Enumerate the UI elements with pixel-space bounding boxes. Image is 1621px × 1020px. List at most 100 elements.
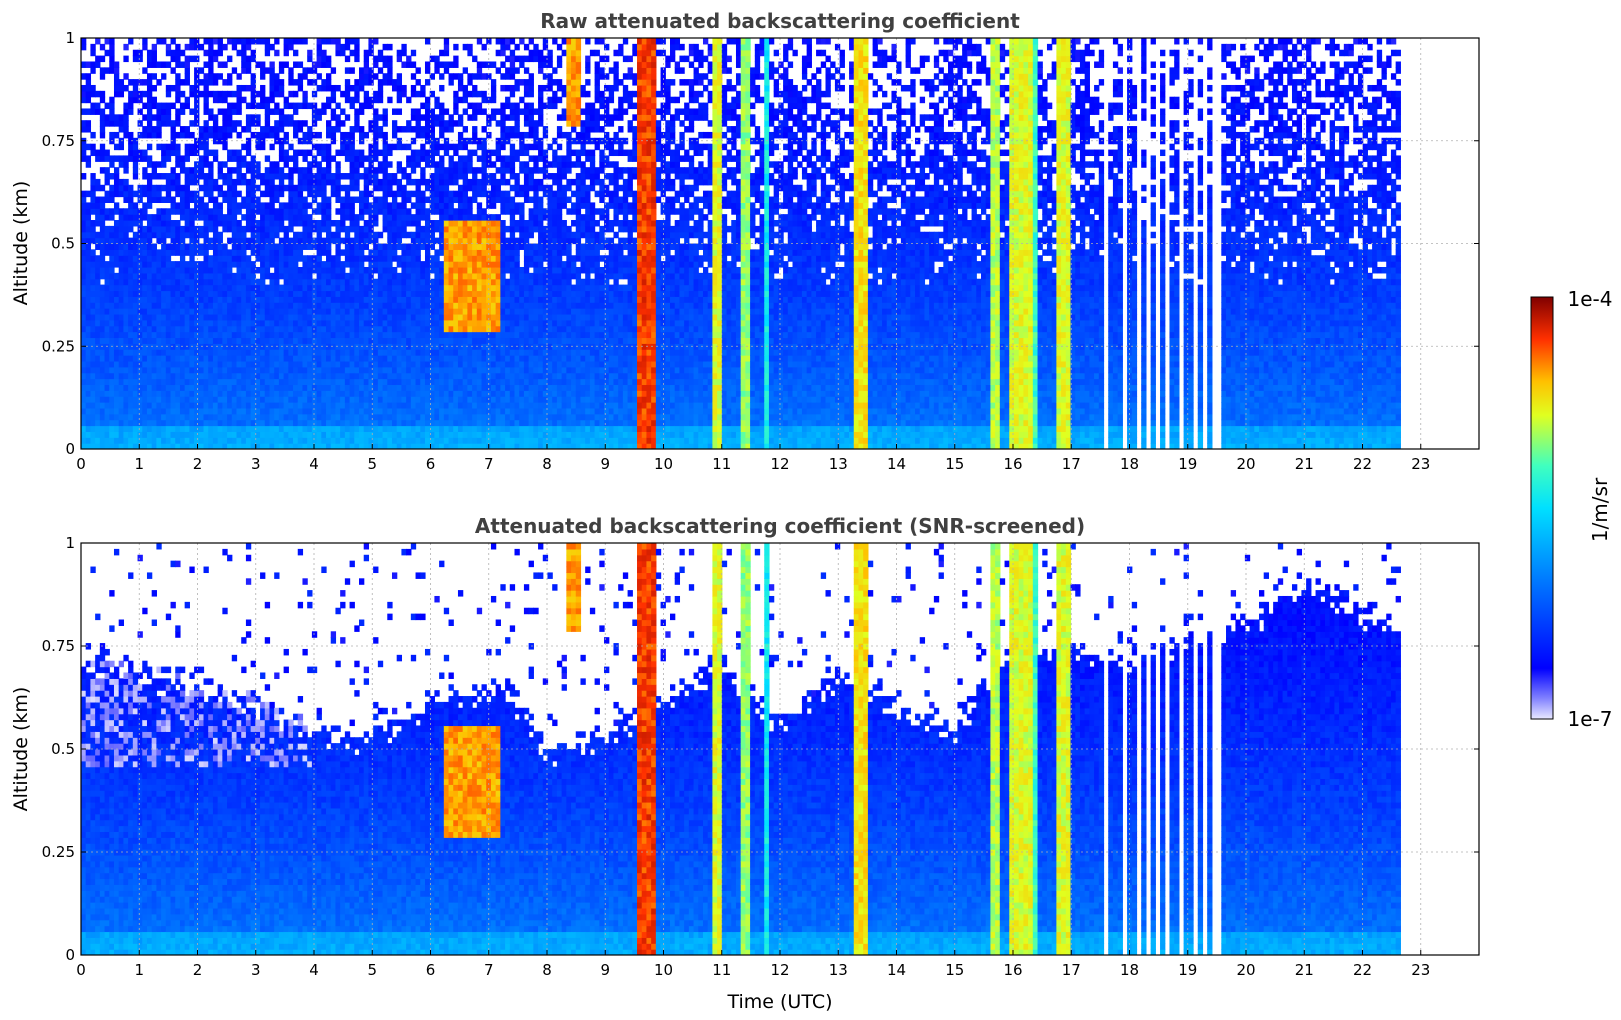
heatmap-cell	[297, 425, 304, 432]
heatmap-cell	[344, 337, 351, 344]
heatmap-cell	[462, 255, 468, 262]
heatmap-cell	[340, 325, 346, 333]
heatmap-cell	[151, 349, 157, 356]
heatmap-cell	[156, 272, 162, 280]
heatmap-cell	[179, 155, 186, 162]
heatmap-cell	[217, 349, 223, 356]
heatmap-cell	[85, 360, 92, 368]
heatmap-cell	[377, 319, 384, 327]
heatmap-cell	[363, 167, 370, 174]
heatmap-cell	[170, 137, 176, 145]
heatmap-cell	[194, 290, 200, 297]
heatmap-cell	[184, 402, 190, 409]
heatmap-cell	[161, 384, 167, 391]
heatmap-cell	[453, 214, 459, 221]
heatmap-cell	[340, 413, 346, 421]
heatmap-cell	[462, 319, 468, 327]
heatmap-cell	[194, 284, 200, 292]
heatmap-cell	[368, 360, 374, 368]
heatmap-cell	[297, 272, 304, 280]
heatmap-cell	[467, 349, 473, 356]
heatmap-cell	[368, 178, 374, 186]
heatmap-cell	[307, 214, 313, 221]
heatmap-cell	[321, 55, 327, 63]
heatmap-cell	[297, 396, 304, 403]
heatmap-cell	[373, 137, 379, 145]
heatmap-cell	[203, 249, 209, 256]
heatmap-cell	[429, 108, 435, 115]
heatmap-cell	[161, 38, 167, 45]
heatmap-cell	[184, 443, 190, 449]
heatmap-cell	[363, 67, 370, 74]
heatmap-cell	[278, 149, 285, 157]
heatmap-cell	[113, 208, 120, 215]
heatmap-cell	[382, 378, 388, 386]
heatmap-cell	[311, 120, 318, 127]
heatmap-cell	[165, 325, 172, 333]
heatmap-cell	[283, 437, 289, 444]
heatmap-cell	[260, 278, 266, 286]
heatmap-cell	[448, 167, 454, 174]
heatmap-cell	[175, 155, 181, 162]
heatmap-cell	[391, 325, 398, 333]
heatmap-cell	[81, 231, 87, 239]
heatmap-cell	[490, 243, 497, 250]
heatmap-cell	[274, 84, 280, 92]
heatmap-cell	[165, 272, 172, 280]
heatmap-cell	[326, 319, 332, 327]
heatmap-cell	[217, 372, 223, 380]
heatmap-cell	[490, 308, 497, 315]
heatmap-cell	[236, 38, 242, 45]
heatmap-cell	[462, 84, 468, 92]
heatmap-cell	[340, 208, 346, 215]
heatmap-cell	[373, 120, 379, 127]
heatmap-cell	[212, 184, 219, 192]
heatmap-cell	[203, 355, 209, 362]
heatmap-cell	[302, 407, 308, 415]
heatmap-cell	[382, 325, 388, 333]
heatmap-cell	[269, 431, 275, 438]
heatmap-cell	[326, 225, 332, 233]
heatmap-cell	[208, 184, 214, 192]
heatmap-cell	[128, 290, 134, 297]
heatmap-cell	[81, 237, 87, 245]
heatmap-cell	[250, 402, 256, 409]
heatmap-cell	[274, 349, 280, 356]
heatmap-cell	[382, 337, 388, 344]
heatmap-cell	[439, 278, 445, 286]
heatmap-cell	[434, 384, 440, 391]
heatmap-cell	[330, 296, 337, 303]
heatmap-cell	[354, 413, 360, 421]
heatmap-cell	[359, 431, 365, 438]
heatmap-cell	[189, 296, 195, 303]
heatmap-cell	[302, 214, 308, 221]
heatmap-cell	[424, 437, 431, 444]
heatmap-cell	[410, 214, 417, 221]
heatmap-cell	[344, 173, 351, 180]
heatmap-cell	[231, 384, 238, 391]
heatmap-cell	[269, 237, 275, 245]
heatmap-cell	[81, 302, 87, 309]
heatmap-cell	[420, 243, 426, 250]
heatmap-cell	[363, 419, 370, 427]
heatmap-cell	[453, 443, 459, 449]
heatmap-cell	[151, 443, 157, 449]
heatmap-cell	[175, 337, 181, 344]
heatmap-cell	[368, 419, 374, 427]
heatmap-cell	[354, 296, 360, 303]
heatmap-cell	[377, 278, 384, 286]
heatmap-cell	[472, 114, 478, 121]
heatmap-cell	[208, 366, 214, 374]
heatmap-cell	[373, 431, 379, 438]
heatmap-cell	[208, 337, 214, 344]
heatmap-cell	[490, 360, 497, 368]
heatmap-cell	[401, 431, 407, 438]
heatmap-cell	[316, 384, 322, 391]
heatmap-cell	[439, 61, 445, 68]
heatmap-cell	[439, 425, 445, 432]
heatmap-cell	[382, 390, 388, 397]
heatmap-cell	[472, 296, 478, 303]
heatmap-cell	[278, 84, 285, 92]
heatmap-cell	[420, 208, 426, 215]
heatmap-cell	[443, 366, 450, 374]
